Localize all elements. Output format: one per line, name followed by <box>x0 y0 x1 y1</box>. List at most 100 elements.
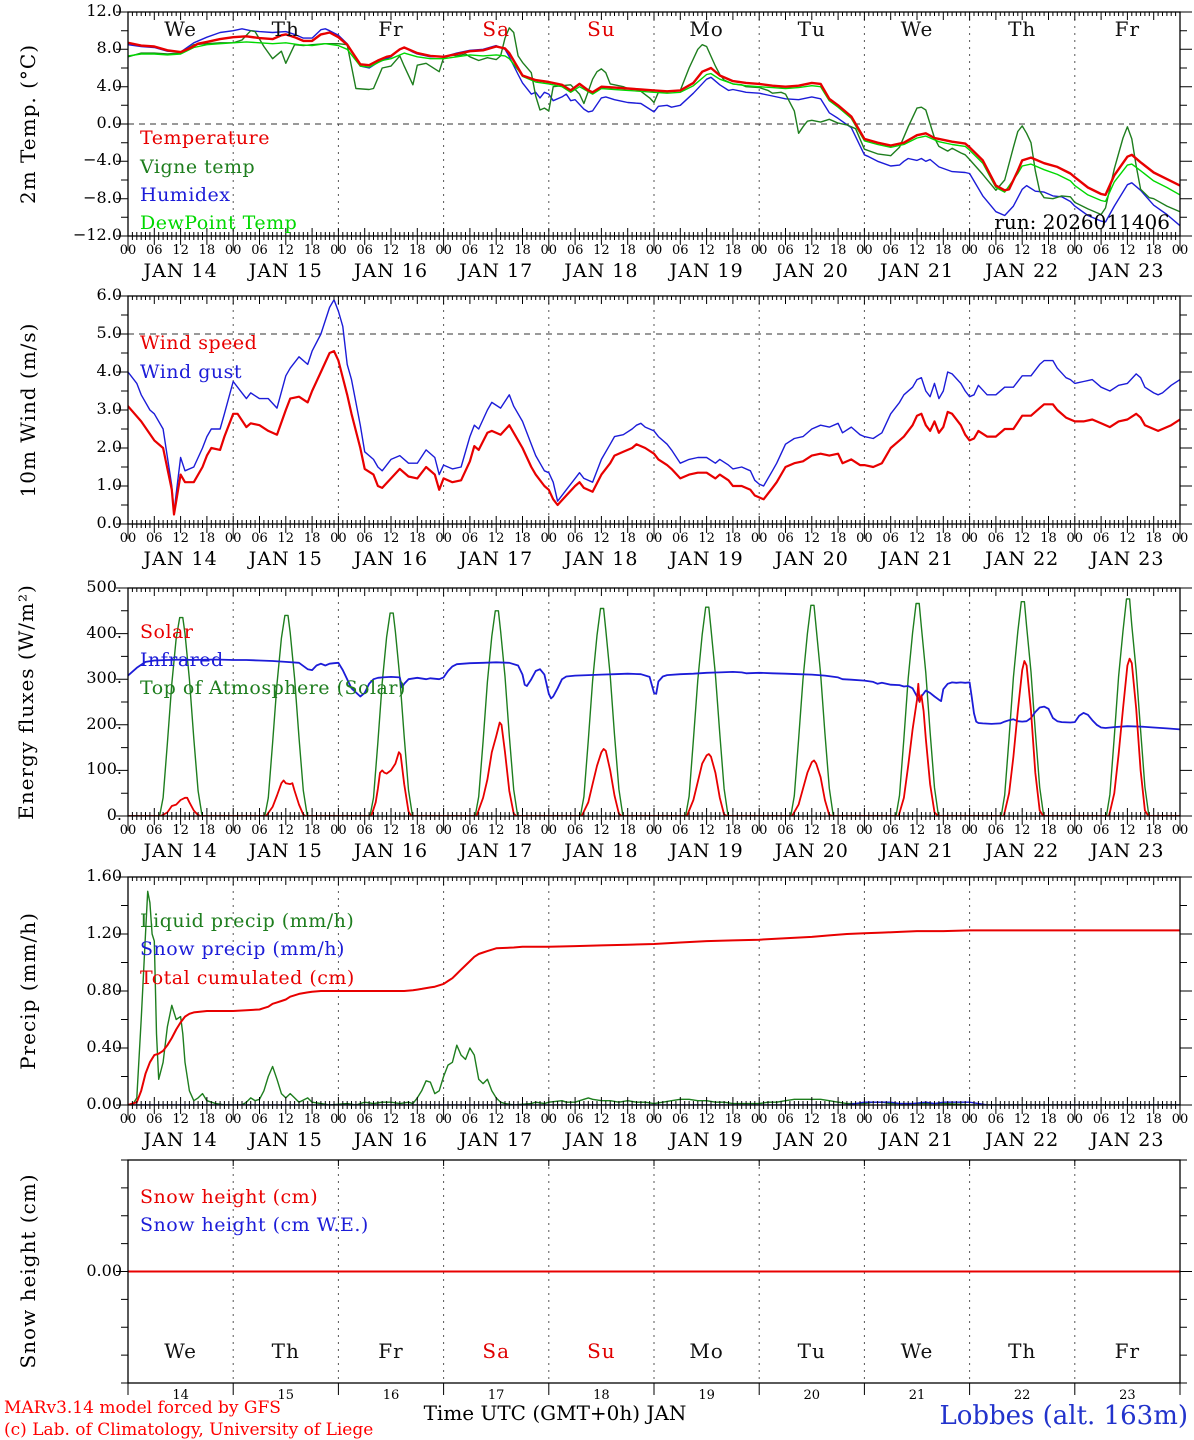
date-label: JAN 17 <box>459 260 534 282</box>
hour-label: 06 <box>356 823 373 838</box>
hour-label: 12 <box>1013 823 1031 838</box>
hour-label: 18 <box>303 823 321 838</box>
hour-label: 18 <box>198 823 216 838</box>
day-name-top: We <box>900 17 934 41</box>
date-label: JAN 21 <box>879 840 955 862</box>
hour-label: 18 <box>619 243 636 258</box>
date-label: JAN 21 <box>879 548 955 570</box>
hour-label: 00 <box>645 823 663 838</box>
date-label: JAN 14 <box>143 548 218 570</box>
day-gridlines <box>232 296 1076 524</box>
hour-label: 06 <box>461 823 479 838</box>
panel-snow <box>116 1159 1192 1395</box>
day-number: 19 <box>698 1388 715 1403</box>
hour-label: 06 <box>777 243 794 258</box>
series-total-cumulated-cm- <box>128 929 1180 1105</box>
hour-label: 00 <box>435 1112 452 1127</box>
model-credit-line: MARv3.14 model forced by GFS <box>4 1398 281 1418</box>
hour-label: 06 <box>146 531 163 546</box>
hour-label: 06 <box>882 243 899 258</box>
y-tick-label: 0.0 <box>96 113 122 132</box>
hour-label: 18 <box>409 1112 426 1127</box>
hour-label: 06 <box>461 243 479 258</box>
hour-label: 06 <box>461 531 479 546</box>
hour-label: 12 <box>172 531 189 546</box>
series-top-of-atmosphere-solar- <box>128 598 1180 816</box>
date-label: JAN 14 <box>143 260 218 282</box>
hour-label: 12 <box>382 243 400 258</box>
hour-label: 12 <box>803 1112 821 1127</box>
hour-label: 06 <box>566 1112 584 1127</box>
y-tick-label: −8.0 <box>83 187 122 207</box>
hour-label: 06 <box>672 823 689 838</box>
panel-temp <box>116 11 1192 251</box>
hour-label: 18 <box>1145 243 1162 258</box>
hour-label: 12 <box>277 243 295 258</box>
y-tick-label: 6.0 <box>96 285 122 304</box>
hour-label: 18 <box>514 243 531 258</box>
series-dewpoint-temp <box>128 41 1180 203</box>
legend-dewpoint-temp: DewPoint Temp <box>140 212 298 234</box>
hour-label: 06 <box>356 531 373 546</box>
hour-label: 06 <box>672 1112 689 1127</box>
day-number: 17 <box>487 1388 505 1403</box>
hour-label: 18 <box>829 823 847 838</box>
hour-label: 12 <box>593 1112 610 1127</box>
hour-label: 18 <box>303 1112 321 1127</box>
hour-label: 00 <box>224 1112 242 1127</box>
day-name-bottom: Mo <box>689 1339 724 1363</box>
legend-liquid-precip: Liquid precip (mm/h) <box>140 910 355 932</box>
hour-label: 18 <box>409 531 426 546</box>
y-tick-label: 0.00 <box>86 1094 122 1113</box>
date-label: JAN 20 <box>774 840 849 862</box>
day-name-top: Mo <box>689 17 724 41</box>
hour-label: 12 <box>698 243 715 258</box>
hour-label: 06 <box>672 243 689 258</box>
hour-label: 00 <box>645 1112 663 1127</box>
station-label: Lobbes (alt. 163m) <box>939 1401 1188 1431</box>
series-humidex <box>128 28 1180 227</box>
hour-label: 00 <box>856 823 873 838</box>
date-label: JAN 21 <box>879 260 955 282</box>
y-tick-label: 4.0 <box>96 75 122 95</box>
hour-label: 00 <box>1066 823 1084 838</box>
hour-label: 06 <box>882 823 899 838</box>
hour-label: 00 <box>1171 243 1189 258</box>
y-tick-label: 3.0 <box>96 399 122 418</box>
hour-label: 12 <box>382 531 400 546</box>
date-label: JAN 15 <box>248 1129 323 1151</box>
day-name-top: Su <box>587 17 616 41</box>
hour-label: 06 <box>672 531 689 546</box>
y-tick-label: 8.0 <box>96 38 122 58</box>
hour-label: 06 <box>777 531 794 546</box>
day-gridlines <box>232 588 1076 816</box>
hour-label: 00 <box>961 531 978 546</box>
hour-label: 00 <box>119 823 137 838</box>
hour-label: 06 <box>146 243 163 258</box>
date-label: JAN 20 <box>774 548 849 570</box>
hour-label: 06 <box>882 1112 899 1127</box>
hour-label: 00 <box>961 243 978 258</box>
hour-label: 00 <box>119 243 137 258</box>
day-name-top: Tu <box>797 17 826 41</box>
legend-wind-gust: Wind gust <box>140 361 242 383</box>
day-name-top: Fr <box>378 17 404 41</box>
series-wind-gust <box>128 299 1180 514</box>
date-label: JAN 16 <box>353 840 429 862</box>
hour-label: 00 <box>1066 243 1084 258</box>
y-axis-title-flux: Energy fluxes (W/m²) <box>14 584 38 820</box>
axis-ticks <box>116 295 1192 539</box>
date-label: JAN 22 <box>985 548 1060 570</box>
date-label: JAN 17 <box>459 548 534 570</box>
hour-label: 18 <box>303 531 321 546</box>
hour-label: 06 <box>1092 1112 1110 1127</box>
y-tick-label: −12.0 <box>72 225 122 244</box>
hour-label: 12 <box>593 531 610 546</box>
hour-label: 06 <box>251 243 268 258</box>
hour-label: 00 <box>645 531 663 546</box>
hour-label: 18 <box>935 531 952 546</box>
hour-label: 12 <box>593 243 610 258</box>
date-label: JAN 20 <box>774 260 849 282</box>
hour-label: 00 <box>330 823 347 838</box>
date-label: JAN 22 <box>985 1129 1060 1151</box>
